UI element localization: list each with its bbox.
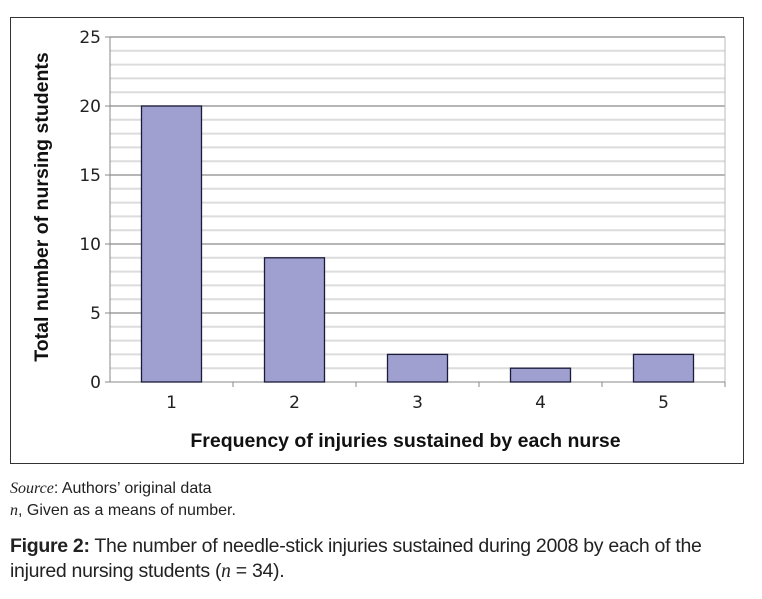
x-tick-label: 3 (412, 393, 423, 413)
source-label: Source (10, 480, 54, 497)
bar-5 (632, 353, 695, 383)
y-tick-label: 25 (79, 28, 101, 48)
x-tick-label: 4 (535, 393, 546, 413)
bar-3 (386, 353, 449, 383)
n-note: n, Given as a means of number. (10, 502, 236, 520)
caption-n: n (221, 561, 231, 582)
source-text: : Authors’ original data (53, 480, 212, 497)
x-tick-label: 5 (658, 393, 669, 413)
bar-2 (263, 257, 326, 383)
figure-caption: Figure 2: The number of needle-stick inj… (10, 534, 755, 584)
bar-1 (140, 105, 203, 383)
y-axis-title: Total number of nursing students (31, 52, 53, 362)
x-tick-label: 1 (166, 393, 177, 413)
x-tick-label: 2 (289, 393, 300, 413)
chart-frame (10, 17, 744, 464)
x-axis-title: Frequency of injuries sustained by each … (190, 430, 620, 452)
bar-4 (509, 367, 572, 383)
n-label: n (10, 502, 18, 519)
bar-chart: 0 5 10 15 20 25 1 2 3 4 5 Frequency of injuries sus… (31, 28, 726, 452)
y-tick-label: 20 (79, 97, 101, 117)
y-tick-label: 10 (79, 235, 101, 255)
caption-text: The number of needle-stick injuries sust… (10, 535, 702, 582)
y-tick-label: 15 (79, 166, 101, 186)
n-text: , Given as a means of number. (18, 502, 236, 519)
y-tick-label: 5 (90, 304, 101, 324)
caption-text-end: = 34). (230, 560, 285, 582)
source-note: Source: Authors’ original data (10, 480, 212, 498)
y-tick-label: 0 (90, 373, 101, 393)
caption-label: Figure 2: (10, 535, 90, 557)
